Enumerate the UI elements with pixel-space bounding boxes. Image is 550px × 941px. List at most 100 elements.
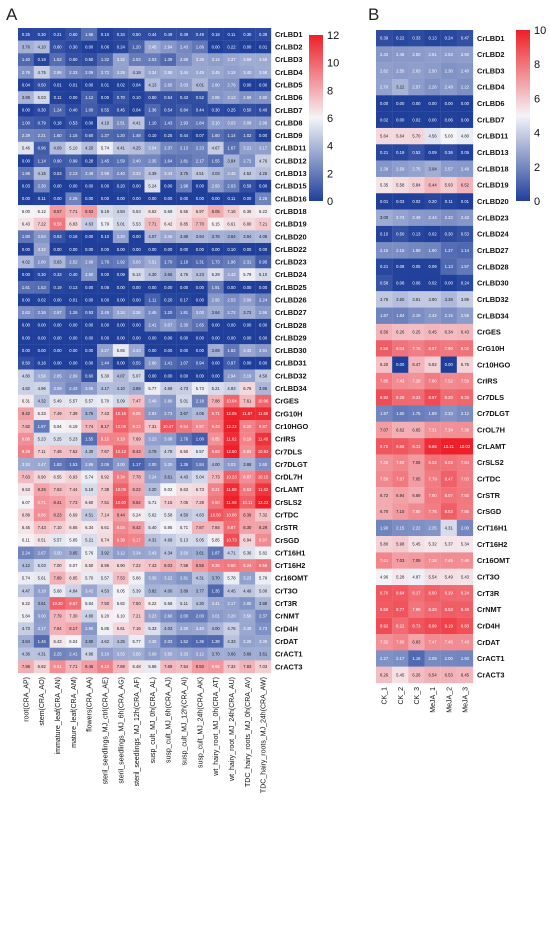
cell-value-label: 3.32 (117, 57, 126, 62)
cell-value-label: 2.49 (85, 171, 94, 176)
cell-value-label: 5.03 (38, 95, 47, 100)
cell-value-label: 3.13 (227, 95, 236, 100)
cell-value-label: 2.19 (412, 313, 421, 318)
cell-value-label: 7.32 (380, 640, 389, 645)
heatmap-cell (223, 192, 240, 206)
heatmap-cell (33, 407, 50, 421)
cell-value-label: 4.00 (164, 588, 173, 593)
heatmap-cell (440, 242, 457, 259)
cell-value-label: 6.56 (380, 330, 389, 335)
heatmap-cell (223, 394, 240, 408)
cell-value-label: 5.64 (380, 134, 389, 139)
heatmap-cell (144, 635, 161, 648)
cell-value-label: 2.41 (148, 323, 157, 328)
row-label: CrNMT (275, 612, 300, 621)
cell-value-label: 5.61 (38, 576, 47, 581)
cell-value-label: 2.21 (38, 133, 47, 138)
cell-value-label: 2.53 (445, 52, 454, 57)
cell-value-label: 6.93 (69, 474, 78, 479)
heatmap-cell (424, 389, 441, 406)
cell-value-label: 0.25 (22, 32, 31, 37)
row-label: CrLBD26 (275, 296, 307, 305)
heatmap-cell (408, 176, 425, 194)
heatmap-cell (81, 407, 98, 421)
cell-value-label: 7.60 (396, 460, 405, 465)
cell-value-label: 0.01 (380, 199, 389, 204)
cell-value-label: 4.49 (243, 588, 252, 593)
heatmap-cell (128, 344, 145, 357)
heatmap-cell (33, 470, 50, 484)
cell-value-label: 5.77 (133, 639, 142, 644)
cell-value-label: 1.20 (117, 133, 126, 138)
heatmap-cell (65, 622, 82, 636)
heatmap-cell (392, 634, 409, 651)
heatmap-cell (160, 559, 177, 572)
heatmap-cell (440, 666, 457, 684)
heatmap-cell (255, 154, 272, 168)
heatmap-cell (97, 268, 114, 282)
column-label: stem(CRA_AO) (39, 677, 46, 726)
cell-value-label: 5.76 (461, 362, 470, 367)
cell-value-label: 0.00 (445, 101, 454, 106)
colorbar-gradient (516, 30, 530, 201)
cell-value-label: 5.70 (101, 399, 110, 404)
cell-value-label: 5.84 (85, 601, 94, 606)
cell-value-label: 4.67 (212, 146, 221, 151)
cell-value-label: 4.87 (412, 574, 421, 579)
cell-value-label: 0.00 (117, 335, 126, 340)
heatmap-cell (144, 65, 161, 79)
heatmap-cell (424, 634, 441, 651)
heatmap-cell (239, 141, 256, 155)
cell-value-label: 3.17 (38, 626, 47, 631)
heatmap-cell (97, 546, 114, 560)
cell-value-label: 5.07 (133, 373, 142, 378)
heatmap-cell (456, 209, 474, 227)
heatmap-cell (424, 258, 441, 276)
heatmap-cell (65, 103, 82, 117)
cell-value-label: 3.45 (212, 70, 221, 75)
heatmap-cell (97, 318, 114, 332)
heatmap-cell (392, 470, 409, 488)
heatmap-cell (223, 293, 240, 307)
heatmap-cell (112, 141, 129, 155)
heatmap-cell (255, 141, 272, 155)
heatmap-cell (97, 533, 114, 547)
row-label: CrLAMT (275, 485, 304, 494)
cell-value-label: 4.93 (227, 386, 236, 391)
heatmap-cell (424, 487, 441, 504)
cell-value-label: 4.08 (259, 234, 268, 239)
heatmap-cell (144, 546, 161, 560)
heatmap-cell (128, 622, 145, 636)
heatmap-cell (160, 660, 177, 674)
heatmap-cell (440, 274, 457, 292)
cell-value-label: 0.43 (180, 95, 189, 100)
cell-value-label: 1.65 (196, 323, 205, 328)
cell-value-label: 3.94 (243, 234, 252, 239)
heatmap-cell (223, 141, 240, 155)
heatmap-cell (239, 470, 256, 484)
heatmap-cell (112, 584, 129, 598)
cell-value-label: 8.62 (133, 500, 142, 505)
heatmap-cell (408, 634, 425, 651)
cell-value-label: 0.60 (69, 57, 78, 62)
heatmap-cell (97, 483, 114, 497)
heatmap-cell (440, 291, 457, 308)
cell-value-label: 0.07 (196, 133, 205, 138)
cell-value-label: 3.42 (243, 348, 252, 353)
heatmap-cell (160, 647, 177, 661)
heatmap-cell (392, 127, 409, 145)
heatmap-cell (144, 255, 161, 269)
heatmap-cell (81, 53, 98, 67)
heatmap-cell (176, 432, 193, 446)
heatmap-cell (160, 533, 177, 547)
cell-value-label: 3.09 (243, 297, 252, 302)
cell-value-label: 1.67 (227, 146, 236, 151)
heatmap-cell (65, 255, 82, 269)
heatmap-cell (424, 405, 441, 422)
heatmap-cell (18, 445, 34, 459)
heatmap-cell (207, 445, 224, 459)
cell-value-label: 1.93 (180, 120, 189, 125)
cell-value-label: 0.00 (212, 361, 221, 366)
heatmap-cell (408, 454, 425, 471)
